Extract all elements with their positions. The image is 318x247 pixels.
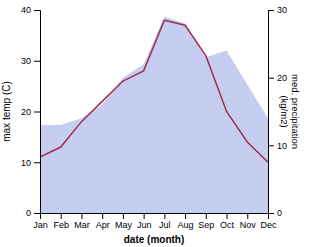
tick: 40 [21, 5, 40, 15]
tick-mark [34, 10, 40, 11]
tick-mark [61, 213, 62, 219]
tick-label: 20 [277, 73, 287, 83]
tick-label: 10 [277, 141, 287, 151]
tick: Nov [240, 213, 257, 230]
tick-mark [268, 10, 274, 11]
tick-mark [268, 213, 274, 214]
tick-label: Apr [96, 220, 110, 230]
tick: 0 [268, 208, 282, 218]
tick-mark [144, 213, 145, 219]
tick: Feb [53, 213, 69, 230]
y-axis: 0 10 20 30 40 [21, 5, 41, 218]
tick-mark [247, 213, 248, 219]
x-axis-title: date (month) [124, 234, 185, 245]
tick: Aug [178, 213, 194, 230]
tick-label: 40 [21, 5, 31, 15]
tick-label: 20 [21, 107, 31, 117]
tick: 0 [26, 208, 40, 218]
tick-label: Feb [53, 220, 69, 230]
tick: 30 [21, 56, 40, 66]
tick: 10 [268, 141, 287, 151]
line [40, 20, 268, 162]
chart: JanFebMarAprMayJunJulAugSepOctNovDec0102… [0, 0, 318, 247]
tick-mark [81, 213, 82, 219]
tick-label: Aug [178, 220, 194, 230]
tick-label: Jan [33, 220, 48, 230]
tick-label: 30 [277, 5, 287, 15]
tick: 20 [21, 107, 40, 117]
axis-line [269, 11, 275, 214]
y2-axis-title: med. precipitation(kg/m2) [279, 74, 301, 149]
area [40, 17, 268, 213]
title-line: med. precipitation [290, 74, 301, 149]
y-axis-title: max temp (C) [1, 81, 12, 142]
tick-label: 0 [26, 208, 31, 218]
axis-line [34, 11, 41, 214]
tick: Oct [220, 213, 235, 230]
tick: Mar [74, 213, 90, 230]
tick: Jun [137, 213, 152, 230]
tick-label: 30 [21, 56, 31, 66]
tick-label: Jul [159, 220, 171, 230]
tick: 10 [21, 158, 40, 168]
tick-label: Oct [220, 220, 235, 230]
plot: JanFebMarAprMayJunJulAugSepOctNovDec0102… [21, 5, 287, 230]
tick: Dec [260, 213, 277, 230]
tick-label: Jun [137, 220, 152, 230]
tick-mark [34, 162, 40, 163]
tick-label: 10 [21, 158, 31, 168]
tick-label: Sep [198, 220, 214, 230]
tick: Jul [159, 213, 171, 230]
x-axis: Jan Feb Mar Apr May Jun Jul Aug Sep Oct NovDec [33, 213, 277, 230]
tick-mark [268, 145, 274, 146]
tick-label: Nov [240, 220, 257, 230]
tick-label: 0 [277, 208, 282, 218]
tick-label: Mar [74, 220, 90, 230]
tick-mark [34, 112, 40, 113]
tick: Jan [33, 213, 48, 230]
tick-mark [185, 213, 186, 219]
tick-label: May [115, 220, 133, 230]
tick: 20 [268, 73, 287, 83]
tick: 30 [268, 5, 287, 15]
tick: May [115, 213, 133, 230]
tick-mark [206, 213, 207, 219]
chart-container: JanFebMarAprMayJunJulAugSepOctNovDec0102… [0, 0, 318, 247]
tick-mark [34, 61, 40, 62]
tick-mark [123, 213, 124, 219]
tick-mark [268, 78, 274, 79]
tick-mark [227, 213, 228, 219]
marks [40, 17, 268, 213]
tick-mark [34, 213, 40, 214]
tick-mark [164, 213, 165, 219]
tick-mark [102, 213, 103, 219]
tick: Apr [96, 213, 110, 230]
title-line: (kg/m2) [279, 95, 290, 127]
axis-line [41, 214, 269, 220]
tick-label: Dec [260, 220, 277, 230]
tick: Sep [198, 213, 214, 230]
